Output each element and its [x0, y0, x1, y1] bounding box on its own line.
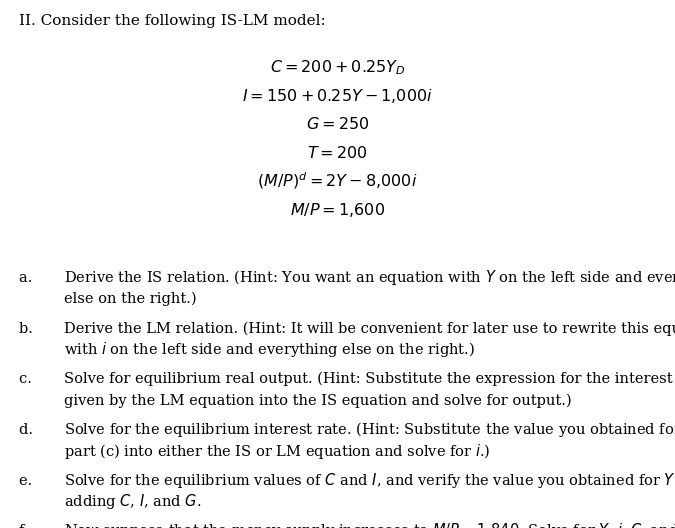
Text: Solve for equilibrium real output. (Hint: Substitute the expression for the inte: Solve for equilibrium real output. (Hint…: [64, 372, 675, 386]
Text: e.: e.: [20, 474, 47, 488]
Text: Solve for the equilibrium interest rate. (Hint: Substitute the value you obtaine: Solve for the equilibrium interest rate.…: [64, 420, 675, 439]
Text: f.: f.: [20, 524, 58, 528]
Text: Solve for the equilibrium values of $C$ and $I$, and verify the value you obtain: Solve for the equilibrium values of $C$ …: [64, 471, 675, 490]
Text: adding $C$, $I$, and $G$.: adding $C$, $I$, and $G$.: [64, 492, 201, 511]
Text: $C = 200 + 0.25Y_D$: $C = 200 + 0.25Y_D$: [270, 58, 405, 77]
Text: else on the right.): else on the right.): [64, 292, 196, 306]
Text: Now suppose that the money supply increases to $M/P = 1{,}840$. Solve for $Y$, $: Now suppose that the money supply increa…: [64, 522, 675, 528]
Text: Derive the LM relation. (Hint: It will be convenient for later use to rewrite th: Derive the LM relation. (Hint: It will b…: [64, 321, 675, 336]
Text: $(M/P)^d = 2Y - 8{,}000i$: $(M/P)^d = 2Y - 8{,}000i$: [257, 170, 418, 191]
Text: II. Consider the following IS-LM model:: II. Consider the following IS-LM model:: [20, 14, 326, 28]
Text: $I = 150 + 0.25Y - 1{,}000i$: $I = 150 + 0.25Y - 1{,}000i$: [242, 87, 433, 105]
Text: $M/P = 1{,}600$: $M/P = 1{,}600$: [290, 201, 385, 219]
Text: Derive the IS relation. (Hint: You want an equation with $Y$ on the left side an: Derive the IS relation. (Hint: You want …: [64, 268, 675, 287]
Text: with $i$ on the left side and everything else on the right.): with $i$ on the left side and everything…: [64, 340, 475, 359]
Text: $T = 200$: $T = 200$: [307, 145, 368, 162]
Text: a.: a.: [20, 271, 47, 285]
Text: part (c) into either the IS or LM equation and solve for $i$.): part (c) into either the IS or LM equati…: [64, 441, 491, 460]
Text: c.: c.: [20, 372, 47, 386]
Text: d.: d.: [20, 423, 48, 437]
Text: $G = 250$: $G = 250$: [306, 116, 369, 133]
Text: given by the LM equation into the IS equation and solve for output.): given by the LM equation into the IS equ…: [64, 393, 572, 408]
Text: b.: b.: [20, 322, 48, 336]
